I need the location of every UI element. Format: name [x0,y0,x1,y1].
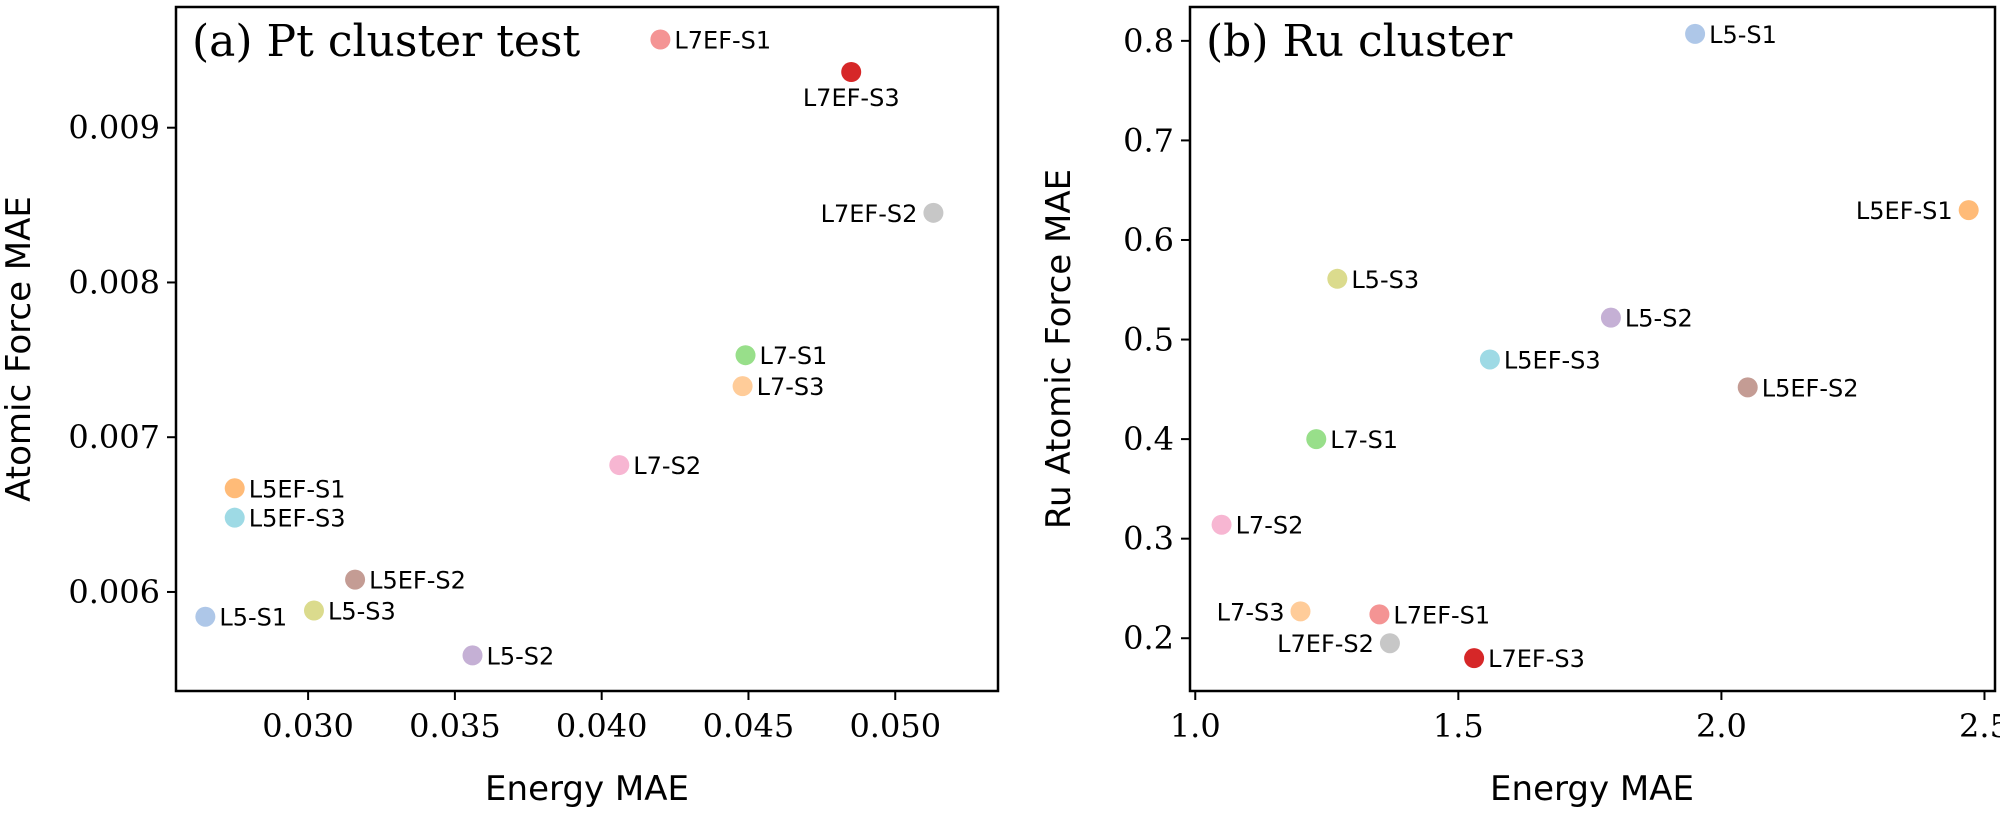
point-l7-s1 [735,345,756,366]
panel-b-ytick-label: 0.8 [1123,22,1174,60]
point-l5ef-s2 [345,569,366,590]
point-label-l5ef-s1: L5EF-S1 [1856,197,1953,225]
point-l5-s3 [1327,268,1348,289]
panel-a-xlabel: Energy MAE [485,769,689,809]
point-label-l5ef-s1: L5EF-S1 [249,475,346,503]
panel-b-xticks: 1.0 1.5 2.0 2.5 [1170,691,2000,745]
point-label-l7ef-s1: L7EF-S1 [1393,601,1490,629]
panel-b-frame [1188,5,1997,693]
point-label-l5ef-s2: L5EF-S2 [369,567,466,595]
point-label-l7ef-s1: L7EF-S1 [674,26,771,54]
panel-a-title: (a) Pt cluster test [192,16,580,67]
point-l7ef-s3 [1464,648,1485,669]
point-l5-s3 [303,600,324,621]
panel-b-ytick-label: 0.6 [1123,221,1174,259]
point-l5ef-s1 [224,478,245,499]
point-l7-s3 [732,376,753,397]
panel-b-title: (b) Ru cluster [1206,16,1513,67]
panel-a: (a) Pt cluster test Energy MAE Atomic Fo… [0,5,1000,809]
panel-b-ylabel: Ru Atomic Force MAE [1039,169,1079,529]
point-l5-s2 [1600,307,1621,328]
panel-b-ytick-label: 0.3 [1123,520,1174,558]
point-label-l5-s3: L5-S3 [328,598,396,626]
point-label-l7ef-s3: L7EF-S3 [1488,645,1585,673]
point-label-l7ef-s2: L7EF-S2 [821,200,918,228]
point-l7-s1 [1306,429,1327,450]
point-label-l7-s3: L7-S3 [1217,598,1285,626]
point-label-l7ef-s3: L7EF-S3 [803,84,900,112]
point-label-l5-s1: L5-S1 [219,604,287,632]
panel-b-xlabel: Energy MAE [1490,769,1694,809]
panel-b-xtick-label: 1.5 [1433,707,1484,745]
panel-a-frame [174,5,1000,693]
point-label-l7-s3: L7-S3 [757,373,825,401]
panel-b-xtick-label: 2.0 [1696,707,1747,745]
point-l5ef-s3 [224,507,245,528]
panel-b-yticks: 0.2 0.3 0.4 0.5 0.6 0.7 0.8 [1123,22,1190,657]
panel-b-ytick-label: 0.7 [1123,121,1174,159]
panel-b-xtick-label: 2.5 [1959,707,2000,745]
point-label-l5-s2: L5-S2 [1625,305,1693,333]
panel-a-xtick-label: 0.035 [409,707,501,745]
point-l5-s1 [1685,23,1706,44]
point-label-l7-s2: L7-S2 [1236,512,1304,540]
panel-a-xticks: 0.030 0.035 0.040 0.045 0.050 [262,691,941,745]
panel-b-xtick-label: 1.0 [1170,707,1221,745]
panel-a-ytick-label: 0.009 [68,109,160,147]
panel-a-xtick-label: 0.030 [262,707,354,745]
point-label-l5-s3: L5-S3 [1351,266,1419,294]
panel-b-ytick-label: 0.4 [1123,420,1174,458]
panel-a-xtick-label: 0.045 [703,707,795,745]
point-label-l5-s2: L5-S2 [487,642,555,670]
panel-b-ytick-label: 0.2 [1123,619,1174,657]
point-label-l7ef-s2: L7EF-S2 [1277,630,1374,658]
panel-b-ytick-label: 0.5 [1123,321,1174,359]
point-l7-s2 [609,455,630,476]
panel-b: (b) Ru cluster Energy MAE Ru Atomic Forc… [1039,5,2000,809]
point-l7ef-s2 [1379,633,1400,654]
point-l7ef-s2 [923,202,944,223]
panel-a-xtick-label: 0.040 [556,707,648,745]
panel-a-yticks: 0.006 0.007 0.008 0.009 [68,109,176,611]
point-label-l5ef-s2: L5EF-S2 [1762,374,1859,402]
panel-a-ytick-label: 0.007 [68,418,160,456]
panel-a-ytick-label: 0.008 [68,263,160,301]
panel-a-ytick-label: 0.006 [68,573,160,611]
point-label-l7-s2: L7-S2 [633,452,701,480]
point-label-l5-s1: L5-S1 [1709,21,1777,49]
point-l5ef-s2 [1737,377,1758,398]
point-label-l5ef-s3: L5EF-S3 [1504,346,1601,374]
point-l7ef-s1 [650,29,671,50]
point-label-l7-s1: L7-S1 [1330,426,1398,454]
point-l7ef-s3 [841,61,862,82]
point-l5ef-s1 [1958,200,1979,221]
point-l7ef-s1 [1369,604,1390,625]
panel-a-xtick-label: 0.050 [849,707,941,745]
point-l7-s2 [1211,514,1232,535]
point-l5-s1 [195,606,216,627]
point-label-l5ef-s3: L5EF-S3 [249,505,346,533]
panel-a-points: L7EF-S1 L7EF-S3 L7EF-S2 L7-S1 L7-S3 L7-S2 L5EF… [195,26,944,670]
point-l5ef-s3 [1479,349,1500,370]
point-l7-s3 [1290,601,1311,622]
panel-b-points: L5-S1 L5EF-S1 L5-S3 L5-S2 L5EF-S3 L5EF-S2 L7-S… [1211,21,1979,673]
panel-a-ylabel: Atomic Force MAE [0,196,39,502]
point-label-l7-s1: L7-S1 [760,342,828,370]
point-l5-s2 [462,645,483,666]
